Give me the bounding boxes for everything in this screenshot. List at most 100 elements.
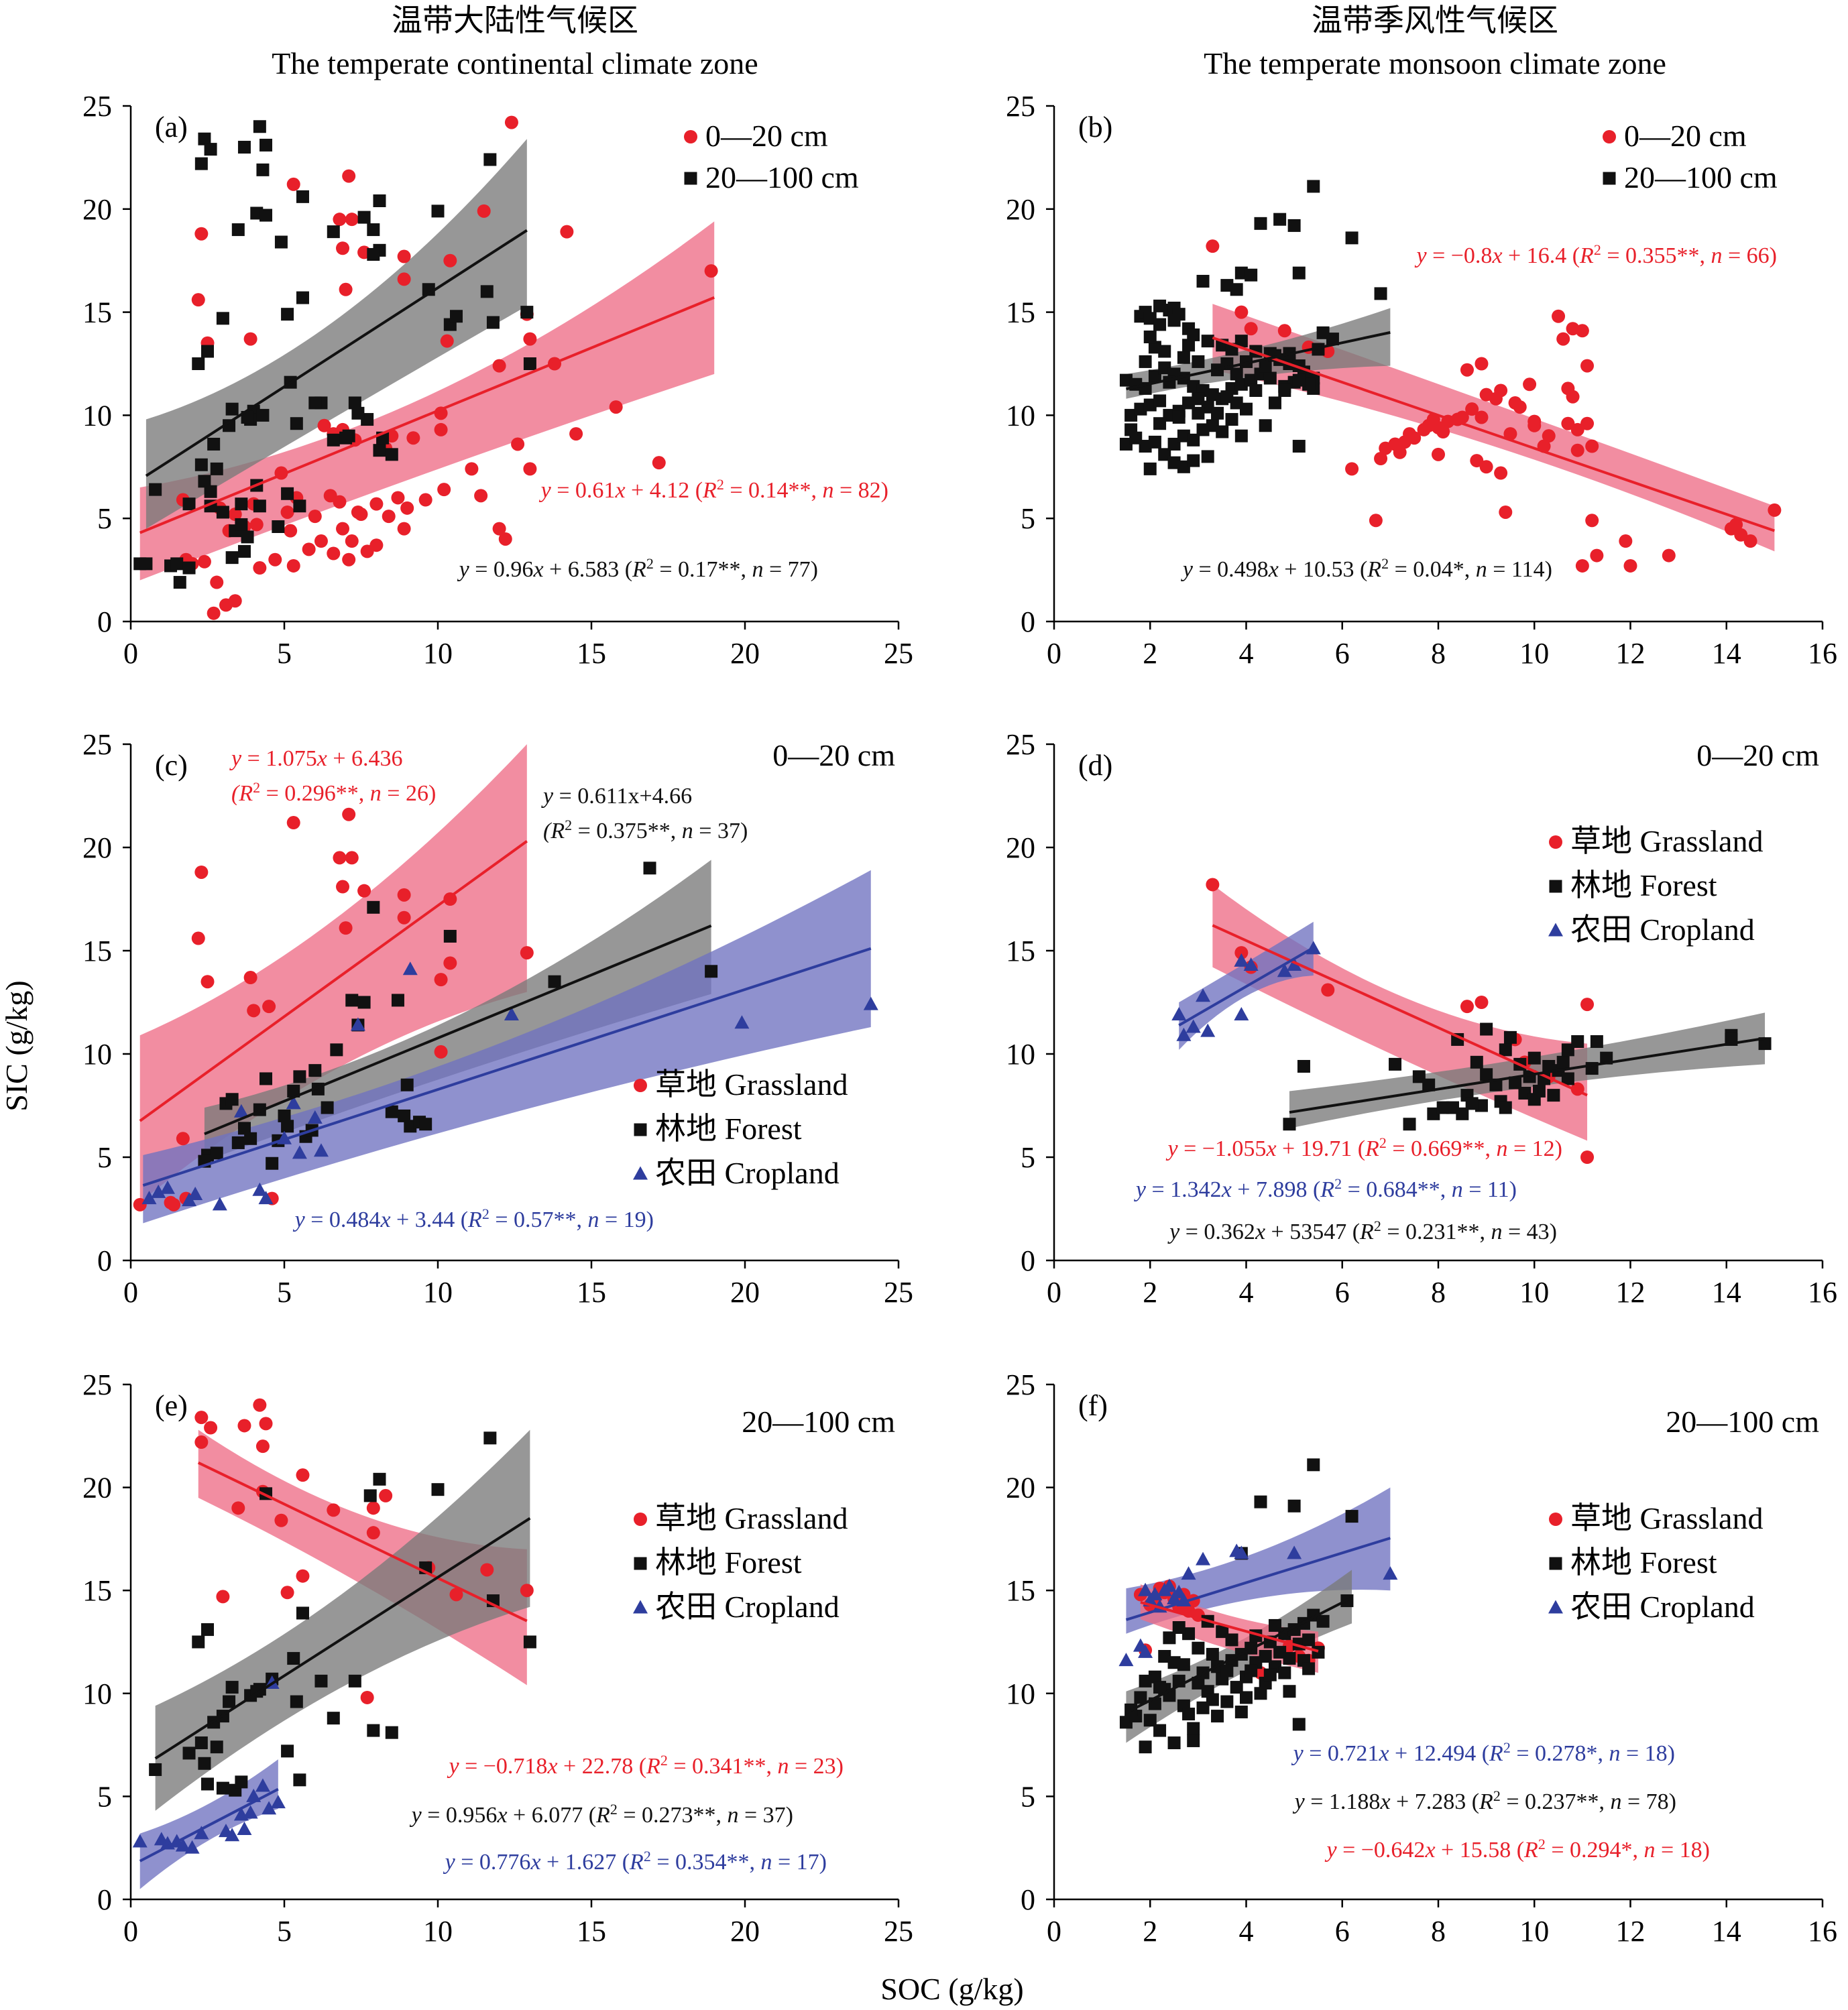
- regression-equation-grassland: y = −0.718x + 22.78 (R2 = 0.341**, n = 2…: [447, 1752, 844, 1779]
- data-point-forest: [1283, 1652, 1296, 1665]
- regression-equation-cropland-part: = 19): [599, 1207, 654, 1232]
- regression-equation-forest-part: y: [410, 1803, 422, 1828]
- data-point-forest: [237, 1122, 251, 1135]
- data-point-cropland: [255, 1778, 270, 1792]
- regression-equation-cropland: y = 0.776x + 1.627 (R2 = 0.354**, n = 17…: [443, 1848, 827, 1875]
- x-tick-label: 0: [123, 1915, 138, 1948]
- panel-label: (d): [1078, 749, 1112, 782]
- regression-equation-20-100-cm-part: = 77): [764, 557, 819, 582]
- data-point-20-100-cm: [327, 225, 340, 239]
- regression-equation-grassland-part: x: [1265, 1136, 1276, 1161]
- data-point-forest: [398, 1109, 411, 1122]
- data-point-cropland: [225, 1828, 240, 1842]
- regression-equation-grassland-part: 2: [1538, 1836, 1546, 1852]
- data-point-forest: [223, 1695, 236, 1708]
- data-point-forest: [548, 975, 561, 988]
- data-point-20-100-cm: [198, 475, 211, 488]
- legend-marker-0-20-cm: [1603, 130, 1616, 143]
- data-point-grassland: [366, 1501, 380, 1515]
- x-tick-label: 16: [1808, 637, 1837, 670]
- data-point-20-100-cm: [237, 141, 251, 154]
- data-point-forest: [373, 1472, 386, 1486]
- y-tick-label: 20: [1006, 831, 1035, 864]
- y-tick-label: 0: [97, 1883, 112, 1916]
- data-point-forest: [1196, 1701, 1210, 1714]
- x-tick-label: 16: [1808, 1915, 1837, 1948]
- panel-c: 0 5 10 15 20 25 0 5 10 15 20 25 (c) 0—20 cm 草地 Grassla…: [82, 728, 913, 1309]
- regression-equation-cropland-part: = 0.776: [455, 1850, 531, 1875]
- data-point-20-100-cm: [1230, 396, 1243, 410]
- data-point-cropland: [863, 996, 878, 1010]
- regression-equation-20-100-cm-part: y: [457, 557, 470, 582]
- data-point-20-100-cm: [1201, 400, 1214, 414]
- left-header-en: The temperate continental climate zone: [272, 46, 758, 80]
- data-point-0-20-cm: [397, 272, 411, 286]
- data-point-0-20-cm: [1523, 377, 1537, 392]
- data-point-0-20-cm: [1494, 383, 1508, 398]
- data-point-20-100-cm: [1167, 314, 1181, 327]
- data-point-0-20-cm: [652, 456, 666, 470]
- regression-line-grassland: [1212, 924, 1588, 1097]
- regression-equation-cropland-part: 2: [1334, 1175, 1342, 1192]
- data-point-20-100-cm: [1192, 355, 1205, 368]
- data-point-0-20-cm: [1206, 239, 1220, 253]
- data-point-cropland: [1147, 1586, 1163, 1600]
- data-point-forest: [216, 1781, 229, 1795]
- data-point-20-100-cm: [1177, 351, 1190, 364]
- regression-equation-cropland-part: = 0.484: [305, 1207, 381, 1232]
- regression-equation-grassland: (R2 = 0.296**, n = 26): [231, 779, 436, 806]
- data-point-forest: [1225, 1633, 1238, 1647]
- data-point-20-100-cm: [327, 433, 340, 447]
- data-point-forest: [1283, 1685, 1296, 1698]
- data-point-forest: [1422, 1078, 1436, 1091]
- data-point-0-20-cm: [207, 606, 221, 620]
- data-point-forest: [385, 1726, 398, 1739]
- data-point-20-100-cm: [272, 520, 285, 534]
- regression-equation-forest-part: 2: [1374, 1218, 1381, 1234]
- data-point-grassland: [204, 1421, 218, 1435]
- data-point-cropland: [1234, 953, 1249, 967]
- y-tick-label: 0: [97, 605, 112, 638]
- data-point-20-100-cm: [1230, 367, 1243, 381]
- depth-label: 20—100 cm: [1666, 1405, 1819, 1439]
- data-point-20-100-cm: [1220, 279, 1234, 292]
- data-point-grassland: [397, 888, 411, 902]
- data-point-cropland: [212, 1197, 227, 1211]
- y-axis-label: SIC (g/kg): [0, 980, 34, 1112]
- data-point-20-100-cm: [1259, 359, 1272, 373]
- data-point-forest: [1287, 1499, 1301, 1513]
- regression-equation-cropland-part: y: [293, 1207, 306, 1232]
- regression-line-forest: [1289, 1037, 1766, 1114]
- data-point-0-20-cm: [333, 495, 347, 509]
- data-point-0-20-cm: [1369, 514, 1383, 528]
- data-point-20-100-cm: [1172, 410, 1186, 424]
- data-point-cropland: [1234, 1006, 1249, 1020]
- regression-equation-forest-part: = 0.611x+4.66: [553, 784, 692, 809]
- regression-line-0-20-cm: [1212, 336, 1776, 532]
- data-point-forest: [1480, 1068, 1493, 1081]
- legend-marker-20-100-cm: [1603, 172, 1616, 185]
- data-point-forest: [431, 1483, 445, 1496]
- data-point-grassland: [243, 971, 257, 985]
- data-point-20-100-cm: [1292, 440, 1306, 453]
- regression-equation-grassland-part: R: [646, 1754, 660, 1779]
- data-point-0-20-cm: [1662, 548, 1676, 563]
- legend-marker-0-20-cm: [684, 130, 697, 143]
- regression-equation-forest-part: = 0.362: [1179, 1220, 1255, 1244]
- data-point-0-20-cm: [1470, 454, 1484, 468]
- regression-equation-cropland-part: n: [1452, 1177, 1463, 1202]
- regression-equation-cropland: y = 0.721x + 12.494 (R2 = 0.278*, n = 18…: [1291, 1739, 1675, 1766]
- data-point-forest: [1307, 1458, 1320, 1472]
- data-point-20-100-cm: [1206, 388, 1219, 402]
- data-point-forest: [321, 1101, 334, 1114]
- data-point-forest: [705, 965, 718, 978]
- data-point-cropland: [1186, 1019, 1201, 1033]
- data-point-20-100-cm: [170, 557, 184, 571]
- x-tick-label: 0: [1047, 637, 1061, 670]
- regression-equation-cropland: y = 0.484x + 3.44 (R2 = 0.57**, n = 19): [293, 1205, 654, 1232]
- data-point-0-20-cm: [400, 501, 414, 515]
- data-point-forest: [1177, 1658, 1190, 1671]
- data-point-20-100-cm: [201, 345, 214, 358]
- x-tick-label: 14: [1712, 1915, 1741, 1948]
- data-point-0-20-cm: [704, 264, 718, 278]
